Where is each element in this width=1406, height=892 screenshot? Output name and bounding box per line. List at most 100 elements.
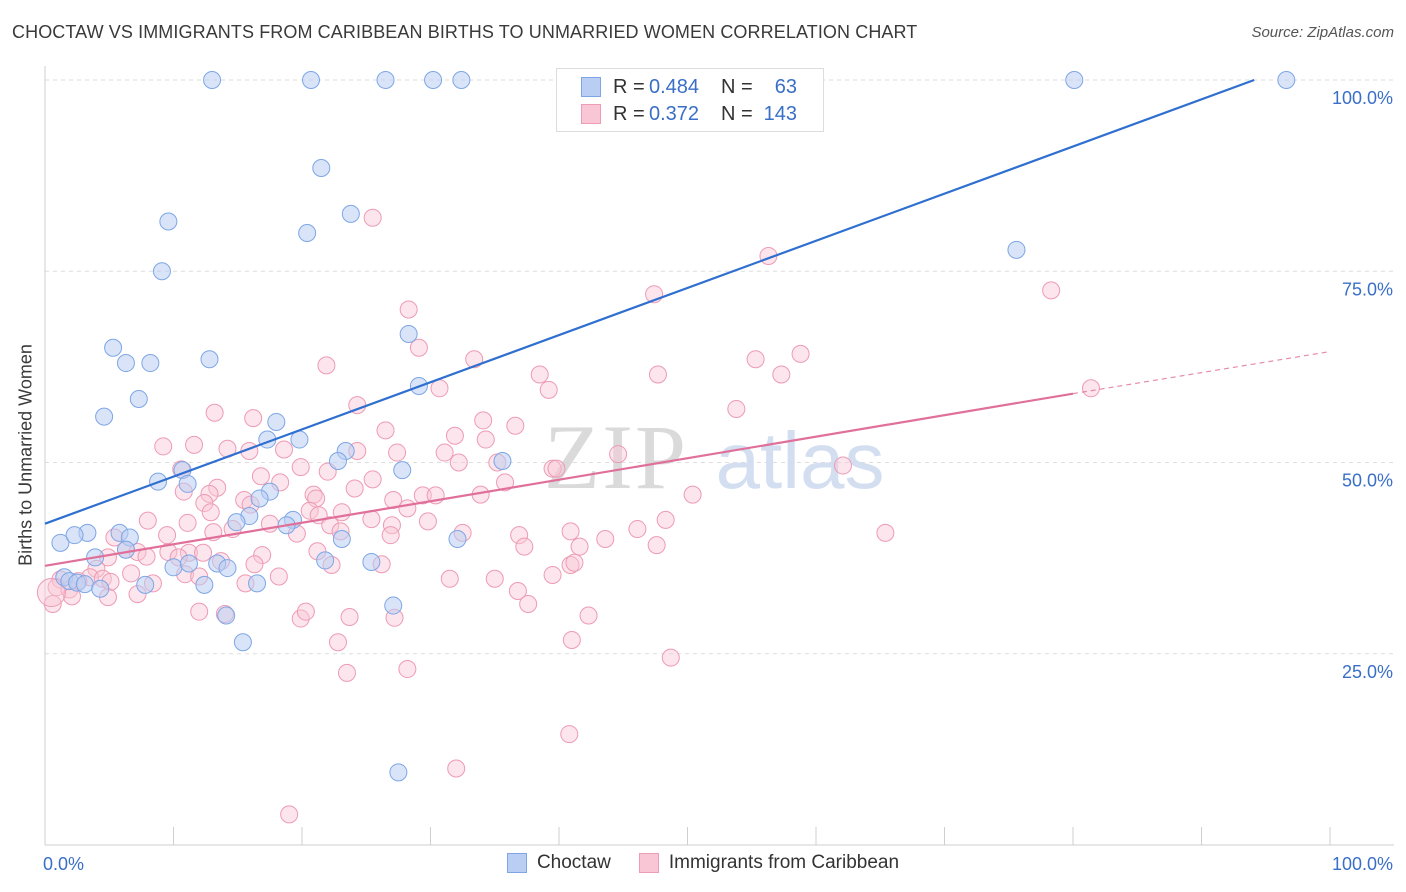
choctaw-point xyxy=(312,158,331,177)
legend-swatch-caribbean xyxy=(638,853,659,873)
caribbean-point xyxy=(245,555,264,574)
caribbean-point xyxy=(440,569,459,588)
choctaw-point xyxy=(1007,240,1026,259)
choctaw-trend-line xyxy=(44,78,1255,525)
caribbean-point xyxy=(746,350,765,369)
caribbean-point xyxy=(398,660,417,679)
y-axis-title: Births to Unmarried Women xyxy=(15,344,36,566)
caribbean-point xyxy=(772,365,791,384)
caribbean-point xyxy=(158,526,177,545)
caribbean-point xyxy=(515,537,534,556)
caribbean-point xyxy=(1081,379,1100,398)
caribbean-point xyxy=(340,608,359,627)
caribbean-point xyxy=(465,350,484,369)
choctaw-point xyxy=(301,71,320,89)
choctaw-point xyxy=(136,575,155,594)
caribbean-point xyxy=(138,511,157,530)
caribbean-point xyxy=(579,606,598,625)
choctaw-point xyxy=(116,354,135,373)
choctaw-point xyxy=(75,575,94,594)
choctaw-point xyxy=(332,530,351,548)
caribbean-point xyxy=(363,470,382,489)
caribbean-point xyxy=(200,484,219,503)
caribbean-point xyxy=(291,458,310,477)
caribbean-point xyxy=(447,759,466,778)
trend-lines xyxy=(44,78,1331,567)
choctaw-point xyxy=(362,552,381,571)
caribbean-point xyxy=(506,416,525,435)
choctaw-point xyxy=(116,540,135,559)
legend-row-caribbean: R = 0.372 N = 143 xyxy=(581,102,797,126)
caribbean-point xyxy=(791,344,810,363)
choctaw-point xyxy=(393,461,412,480)
legend-r-label: R = xyxy=(613,102,645,125)
caribbean-point xyxy=(388,443,407,462)
choctaw-point xyxy=(217,606,236,625)
caribbean-point xyxy=(418,512,437,531)
caribbean-point xyxy=(661,648,680,667)
legend-r-value: 0.484 xyxy=(649,75,700,98)
caribbean-point xyxy=(430,379,449,398)
caribbean-point xyxy=(609,445,628,464)
choctaw-point xyxy=(298,224,317,242)
choctaw-point xyxy=(227,513,246,532)
caribbean-point xyxy=(251,467,270,486)
caribbean-point xyxy=(561,522,580,541)
choctaw-point xyxy=(424,71,443,89)
watermark: ZIP atlas xyxy=(544,406,884,508)
choctaw-point xyxy=(452,71,471,89)
caribbean-point xyxy=(435,443,454,462)
legend-item-caribbean[interactable]: Immigrants from Caribbean xyxy=(638,852,900,874)
caribbean-trend-line xyxy=(44,392,1074,567)
caribbean-point xyxy=(656,510,675,529)
caribbean-point xyxy=(328,633,347,652)
choctaw-point xyxy=(91,579,110,598)
caribbean-point xyxy=(296,602,315,621)
caribbean-point xyxy=(178,513,197,532)
caribbean-point xyxy=(449,453,468,472)
choctaw-point xyxy=(341,204,360,223)
caribbean-point xyxy=(530,365,549,384)
choctaw-point xyxy=(218,559,237,578)
caribbean-point xyxy=(596,530,615,548)
caribbean-point xyxy=(519,595,538,614)
choctaw-point xyxy=(384,596,403,615)
caribbean-point xyxy=(833,456,852,475)
caribbean-point xyxy=(201,503,220,522)
caribbean-point xyxy=(337,663,356,682)
caribbean-point xyxy=(445,426,464,445)
legend-n-label: N = xyxy=(721,75,753,98)
legend-swatch-choctaw xyxy=(581,77,601,97)
x-tick-label: 100.0% xyxy=(1332,854,1393,874)
caribbean-point xyxy=(36,578,66,608)
caribbean-point xyxy=(321,516,340,535)
choctaw-point xyxy=(152,262,171,281)
caribbean-point xyxy=(876,523,895,542)
legend-swatch-choctaw xyxy=(506,853,527,873)
chart-title: CHOCTAW VS IMMIGRANTS FROM CARIBBEAN BIR… xyxy=(12,22,918,42)
watermark-zip: ZIP xyxy=(544,406,688,508)
choctaw-point xyxy=(203,71,222,89)
y-tick-label: 100.0% xyxy=(1332,88,1393,108)
caribbean-point xyxy=(317,356,336,375)
choctaw-point xyxy=(376,71,395,89)
choctaw-point xyxy=(248,574,267,593)
caribbean-point xyxy=(510,526,529,545)
legend-item-choctaw[interactable]: Choctaw xyxy=(506,852,611,874)
caribbean-point xyxy=(565,553,584,572)
legend-label-caribbean: Immigrants from Caribbean xyxy=(668,852,900,873)
caribbean-point xyxy=(570,537,589,556)
choctaw-point xyxy=(65,526,84,545)
choctaw-point xyxy=(178,474,197,493)
caribbean-point xyxy=(648,365,667,384)
caribbean-point xyxy=(476,430,495,449)
caribbean-point xyxy=(474,411,493,430)
caribbean-point xyxy=(647,536,666,555)
caribbean-point xyxy=(345,479,364,498)
caribbean-point xyxy=(154,437,173,456)
caribbean-point xyxy=(275,440,294,459)
choctaw-point xyxy=(316,551,335,570)
caribbean-point xyxy=(399,300,418,319)
y-tick-label: 75.0% xyxy=(1342,279,1393,299)
